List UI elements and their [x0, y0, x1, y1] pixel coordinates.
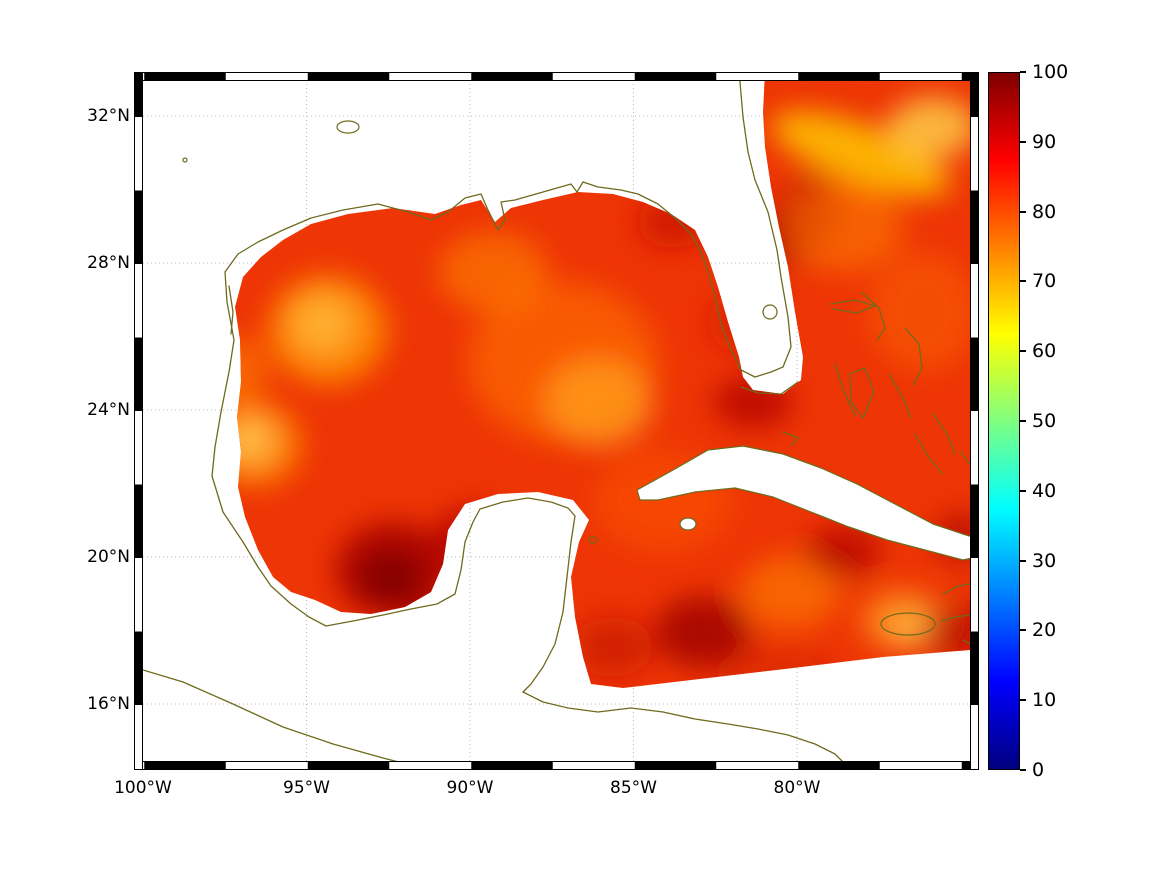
colorbar-tick — [1020, 699, 1026, 702]
coastline — [522, 691, 854, 770]
map-frame-bottom — [134, 761, 979, 770]
lat-tick-label: 16°N — [87, 694, 130, 714]
coastline — [849, 367, 875, 419]
colorbar-tick-label: 70 — [1032, 270, 1057, 293]
colorbar-tick — [1020, 140, 1026, 143]
coastline — [962, 639, 970, 645]
lon-tick-label: 100°W — [114, 778, 172, 798]
coastline — [830, 299, 876, 314]
lon-tick-label: 85°W — [610, 778, 657, 798]
colorbar-tick-label: 10 — [1032, 689, 1057, 712]
coastline — [211, 339, 576, 693]
coastline — [888, 373, 912, 419]
colorbar-tick — [1020, 420, 1026, 422]
cozumel — [588, 536, 598, 544]
coastline — [228, 285, 234, 335]
colorbar-tick — [1020, 559, 1026, 562]
lake-pontchartrain — [336, 120, 360, 134]
colorbar-tick — [1020, 71, 1026, 73]
colorbar-tick — [1020, 210, 1026, 213]
coastline — [738, 72, 792, 378]
lat-tick-label: 24°N — [87, 400, 130, 420]
lake-okeechobee — [762, 304, 778, 320]
lat-tick-label: 32°N — [87, 106, 130, 126]
map-canvas — [143, 72, 970, 770]
small-feature — [182, 157, 188, 163]
colorbar-tick — [1020, 769, 1026, 771]
coastline — [740, 381, 799, 395]
colorbar-tick-label: 30 — [1032, 549, 1057, 572]
cuba — [636, 445, 970, 561]
colorbar-tick-label: 60 — [1032, 340, 1057, 363]
map-frame-right — [970, 72, 979, 770]
lon-tick-label: 90°W — [446, 778, 494, 798]
coastline — [932, 413, 956, 455]
coastline — [834, 363, 856, 417]
coastline — [860, 291, 886, 341]
coastline — [940, 614, 970, 622]
coastline — [960, 451, 970, 465]
colorbar-tick-label: 40 — [1032, 479, 1057, 502]
colorbar-tick-label: 20 — [1032, 619, 1057, 642]
lat-tick-label: 28°N — [87, 253, 130, 273]
jamaica — [880, 612, 936, 636]
lon-tick-label: 95°W — [283, 778, 330, 798]
coastline — [143, 669, 431, 770]
map-frame-left — [134, 72, 143, 770]
lat-tick-label: 20°N — [87, 547, 130, 567]
colorbar-tick-label: 0 — [1032, 759, 1045, 781]
isle-of-youth — [679, 517, 697, 531]
coastline — [942, 583, 970, 595]
colorbar-tick — [1020, 489, 1026, 492]
colorbar-tick-label: 50 — [1032, 410, 1057, 432]
colorbar-tick-label: 80 — [1032, 200, 1057, 223]
colorbar-tick — [1020, 280, 1026, 283]
colorbar-tick — [1020, 629, 1026, 632]
coastline — [224, 181, 756, 378]
colorbar-tick-label: 100 — [1032, 61, 1069, 83]
map-frame-top — [134, 72, 979, 81]
coastline — [914, 433, 944, 475]
colorbar-gradient — [988, 72, 1020, 770]
colorbar-tick-label: 90 — [1032, 130, 1057, 153]
colorbar-tick — [1020, 350, 1026, 353]
coastline — [904, 327, 923, 386]
coastline — [782, 431, 799, 447]
lon-tick-label: 80°W — [773, 778, 821, 798]
